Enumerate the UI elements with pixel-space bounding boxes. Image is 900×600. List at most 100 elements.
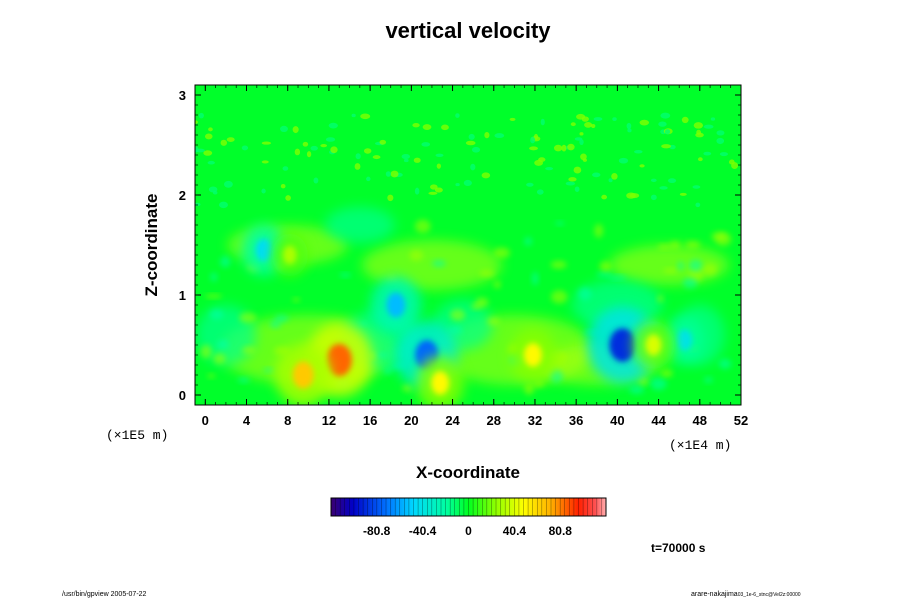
feature-core <box>676 329 693 351</box>
speckle <box>695 202 701 208</box>
speckle <box>320 143 327 148</box>
blob <box>660 369 674 378</box>
speckle <box>421 142 431 147</box>
cool-region <box>324 207 395 243</box>
x-scale-text: (×1E4 m) <box>669 438 731 453</box>
speckle <box>436 163 441 169</box>
feature-core <box>282 245 297 265</box>
blob <box>241 346 256 354</box>
x-tick-label: 0 <box>202 413 209 428</box>
speckle <box>719 152 728 157</box>
feature-core <box>386 292 406 318</box>
blob <box>409 250 424 261</box>
speckle <box>679 192 687 196</box>
speckle <box>220 139 228 146</box>
y-tick-label: 3 <box>179 88 186 103</box>
speckle <box>481 172 491 179</box>
blob <box>237 377 250 383</box>
feature-core <box>326 343 352 377</box>
speckle <box>403 158 409 163</box>
blob <box>209 309 224 320</box>
x-tick-label: 8 <box>284 413 291 428</box>
speckle <box>703 124 714 129</box>
speckle <box>494 133 505 139</box>
blob <box>479 269 496 278</box>
footer-left: /usr/bin/gpview 2005-07-22 <box>62 591 147 598</box>
speckle <box>608 178 613 183</box>
field-texture <box>195 112 739 395</box>
blob <box>200 344 212 359</box>
speckle <box>198 112 204 119</box>
y-scale-text: (×1E5 m) <box>106 428 168 443</box>
speckle <box>664 129 671 135</box>
speckle <box>650 178 657 183</box>
speckle <box>330 146 338 154</box>
speckle <box>538 157 546 162</box>
speckle <box>553 144 563 152</box>
speckle <box>530 136 536 144</box>
feature-core <box>523 343 542 367</box>
blob <box>432 260 446 267</box>
speckle <box>261 141 272 145</box>
blob <box>551 290 568 304</box>
speckle <box>204 133 213 140</box>
y-tick-label: 0 <box>179 388 186 403</box>
colorbar-tick-label: -40.4 <box>409 524 437 538</box>
blob <box>450 309 466 321</box>
speckle <box>285 195 291 201</box>
speckle <box>573 166 582 174</box>
time-label: t=70000 s <box>651 541 706 555</box>
blob <box>677 261 684 271</box>
speckle <box>611 173 618 180</box>
x-tick-label: 20 <box>404 413 418 428</box>
chart-title: vertical velocity <box>385 18 551 43</box>
speckle <box>261 160 269 164</box>
blob <box>637 376 649 386</box>
speckle <box>536 189 544 195</box>
speckle <box>627 128 632 133</box>
speckle <box>634 150 643 154</box>
speckle <box>328 122 338 129</box>
y-tick-label: 1 <box>179 288 186 303</box>
speckle <box>195 120 198 125</box>
blob <box>414 219 431 234</box>
speckle <box>693 122 704 129</box>
speckle <box>584 122 593 128</box>
speckle <box>455 113 460 118</box>
colorbar-stripes <box>335 498 602 516</box>
blob <box>596 271 613 278</box>
blob <box>702 263 718 276</box>
blob <box>524 237 532 246</box>
speckle <box>533 133 539 141</box>
field-features <box>241 224 706 405</box>
speckle <box>282 166 289 171</box>
speckle <box>484 131 490 139</box>
blob <box>493 247 511 259</box>
speckle <box>601 194 607 200</box>
speckle <box>570 122 576 127</box>
feature-core <box>292 361 314 389</box>
x-tick-label: 32 <box>528 413 542 428</box>
blob <box>292 297 300 303</box>
y-axis-label: Z-coordinate <box>142 194 161 297</box>
x-tick-label: 24 <box>445 413 460 428</box>
feature-core <box>255 238 273 262</box>
speckle <box>650 194 657 201</box>
speckle <box>355 153 361 160</box>
footer-right-main: arare-nakajima <box>691 591 738 598</box>
speckle <box>441 124 449 131</box>
colorbar-frame <box>330 497 607 517</box>
speckle <box>372 155 381 160</box>
speckle <box>629 193 640 199</box>
speckle <box>545 166 554 171</box>
speckle <box>412 122 420 128</box>
speckle <box>360 113 371 120</box>
speckle <box>567 143 575 151</box>
blob <box>212 353 226 365</box>
speckle <box>618 157 629 164</box>
speckle <box>429 184 438 190</box>
speckle <box>468 133 475 140</box>
footer-right: arare-nakajima03_1e-6_stnc@Vel2z:00000 <box>691 591 801 598</box>
speckle <box>667 178 677 184</box>
speckle <box>565 181 576 186</box>
